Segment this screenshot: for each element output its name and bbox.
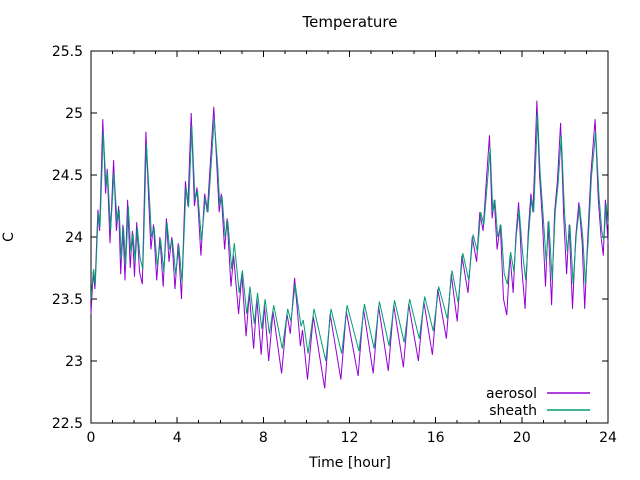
x-tick-label-24: 24 <box>599 430 617 446</box>
chart-title: Temperature <box>301 13 397 31</box>
y-tick-label-25.5: 25.5 <box>52 44 83 60</box>
legend: aerosol sheath <box>486 386 590 419</box>
series-line-sheath <box>90 112 609 362</box>
y-tick-label-24.5: 24.5 <box>52 168 83 184</box>
y-tick-label-23.5: 23.5 <box>52 292 83 308</box>
legend-label-sheath: sheath <box>489 403 537 419</box>
y-tick-label-24: 24 <box>65 230 83 246</box>
series-line-aerosol <box>90 100 609 389</box>
x-axis-label: Time [hour] <box>308 455 391 471</box>
x-tick-label-16: 16 <box>427 430 445 446</box>
plot-frame: 0 4 8 12 16 20 24 22.5 23 23.5 24 24.5 25 25.5 <box>52 44 617 446</box>
y-tick-label-23: 23 <box>65 354 83 370</box>
plot-series <box>90 100 609 389</box>
x-tick-label-20: 20 <box>513 430 531 446</box>
y-tick-label-25: 25 <box>65 106 83 122</box>
x-tick-label-0: 0 <box>87 430 96 446</box>
y-axis-label: C <box>1 232 17 242</box>
legend-label-aerosol: aerosol <box>486 386 537 402</box>
x-tick-label-4: 4 <box>173 430 182 446</box>
x-tick-label-8: 8 <box>259 430 268 446</box>
y-tick-label-22.5: 22.5 <box>52 416 83 432</box>
x-tick-label-12: 12 <box>341 430 359 446</box>
